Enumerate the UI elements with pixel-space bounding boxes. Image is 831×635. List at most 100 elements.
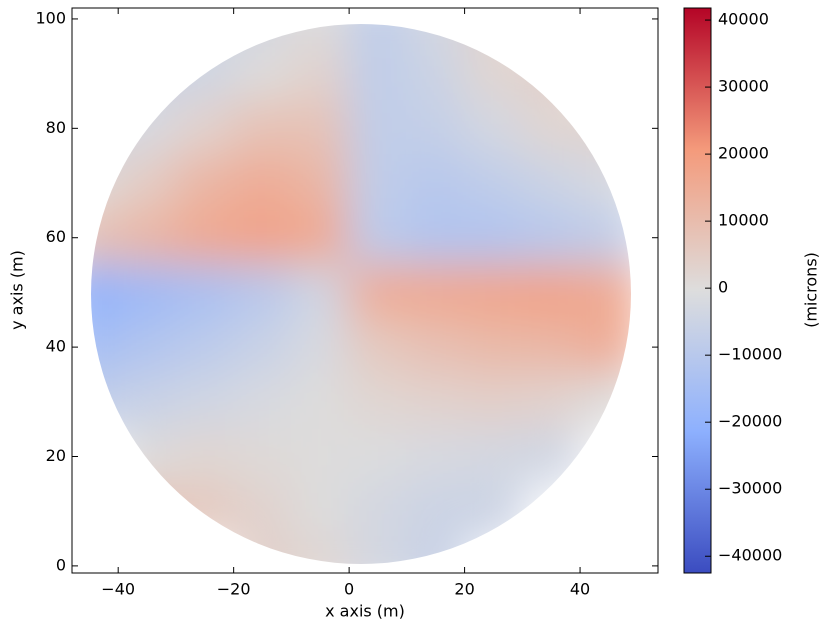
cells [91,24,631,564]
heat-cell [348,99,408,157]
y-tick-label: 100 [35,8,66,27]
heat-cell [348,264,408,321]
heat-cell [232,45,293,102]
heat-cell [290,373,351,431]
heat-cell [348,24,408,48]
heat-cell [521,154,582,212]
heat-cell [174,45,235,102]
colorbar [683,7,712,574]
heat-cell [579,154,631,212]
heat-cell [521,264,582,321]
heat-cell [174,482,235,540]
heat-cell [463,99,524,157]
x-tick-label: 20 [454,580,474,599]
colorbar-tick-label: −20000 [718,412,782,431]
heat-cell [521,373,582,431]
y-tick-label: 20 [46,446,66,465]
heat-cell [463,482,524,540]
heat-cell [579,264,631,321]
y-tick-label: 0 [56,555,66,574]
heat-cell [174,209,235,267]
colorbar-tick-label: −30000 [718,479,782,498]
heat-cell [290,264,351,321]
heat-cell [405,264,466,321]
heat-cell [232,99,293,157]
heat-cell [290,99,351,157]
heat-cell [91,373,120,431]
heat-cell [232,373,293,431]
heat-cell [232,428,293,485]
colorbar-label: (microns) [802,252,821,328]
heat-cell [174,154,235,212]
heat-cell [405,154,466,212]
heat-cell [463,428,524,485]
colorbar-tick-label: 30000 [718,77,769,96]
y-tick-label: 40 [46,337,66,356]
heat-cell [91,209,120,267]
heat-cell [290,24,351,48]
heat-cell [348,537,408,564]
heat-cell [232,264,293,321]
heat-cell [117,428,177,485]
heat-cell [290,154,351,212]
heat-cell [521,318,582,376]
x-axis-label: x axis (m) [325,602,405,621]
heat-cell [348,318,408,376]
heat-cell [405,209,466,267]
heat-cell [405,318,466,376]
heat-cell [579,318,631,376]
heat-cell [463,373,524,431]
heat-cell [91,264,120,321]
heat-cell [521,428,582,485]
heat-cell [290,45,351,102]
x-tick-label: −40 [101,580,135,599]
heat-cell [117,318,177,376]
heat-cell [232,482,293,540]
heat-cell [232,209,293,267]
heat-cell [174,99,235,157]
heat-cell [174,264,235,321]
heat-cell [463,154,524,212]
heat-cell [117,264,177,321]
heat-cell [117,154,177,212]
heat-cell [232,154,293,212]
y-tick-label: 80 [46,118,66,137]
colorbar-tick-label: −10000 [718,345,782,364]
heat-cell [348,209,408,267]
heat-cell [174,428,235,485]
colorbar-tick-label: −40000 [718,546,782,565]
x-tick-label: −20 [217,580,251,599]
x-tick-label: 0 [344,580,354,599]
heat-cell [174,373,235,431]
colorbar-tick-label: 20000 [718,144,769,163]
heat-cell [405,45,466,102]
heat-cell [348,154,408,212]
heat-cell [463,24,524,48]
heat-cell [405,428,466,485]
heat-cell [521,45,582,102]
y-tick-label: 60 [46,227,66,246]
y-axis-label: y axis (m) [8,250,27,330]
heat-cell [463,318,524,376]
heat-cell [117,209,177,267]
plot-frame [71,7,659,574]
heat-cell [91,318,120,376]
heat-cell [579,373,631,431]
heat-cell [405,482,466,540]
heat-cell [232,24,293,48]
heat-cell [117,373,177,431]
heat-cell [463,209,524,267]
colorbar-tick-label: 0 [718,278,728,297]
heat-cell [117,99,177,157]
heat-cell [91,154,120,212]
heat-cell [405,24,466,48]
heat-cell [348,373,408,431]
heat-cell [290,428,351,485]
x-tick-label: 40 [570,580,590,599]
heat-cell [521,99,582,157]
heat-cell [91,99,120,157]
heat-cell [174,24,235,48]
heat-cell [463,264,524,321]
heat-cell [348,482,408,540]
